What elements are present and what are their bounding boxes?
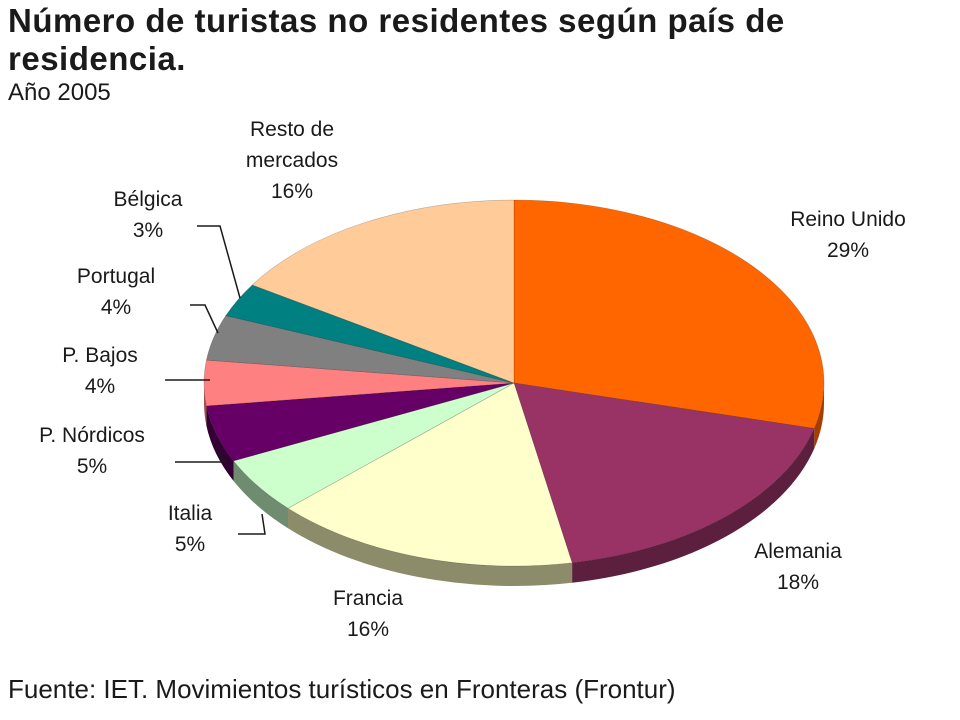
pie-slice-portugal [206, 315, 515, 384]
chart-subtitle: Año 2005 [8, 79, 111, 106]
pie-slice-reino-unido [513, 199, 825, 429]
pie-side-francia [288, 508, 573, 586]
pie-side-p-bajos [204, 383, 207, 426]
pie-side-p-n-rdicos [206, 405, 234, 481]
leader-line-portugal [190, 304, 219, 334]
pie-side-reino-unido [814, 383, 824, 449]
slice-label-alemania: Alemania 18% [754, 540, 842, 594]
pie-side-italia [233, 460, 289, 529]
leader-line-italia [238, 513, 266, 535]
pie-slice-b-lgica [225, 284, 515, 384]
slice-label-reino-unido: Reino Unido 29% [790, 208, 906, 262]
slice-label-b-lgica: Bélgica 3% [114, 188, 183, 242]
slice-label-p-n-rdicos: P. Nórdicos 5% [39, 424, 145, 478]
chart-title: Número de turistas no residentes según p… [8, 2, 785, 77]
pie-slice-p-n-rdicos [206, 382, 515, 462]
chart-source: Fuente: IET. Movimientos turísticos en F… [8, 674, 676, 704]
pie-slice-francia [287, 382, 573, 567]
slice-label-resto-de-mercados: Resto de mercados 16% [246, 118, 338, 203]
leader-line-p-n-rdicos [175, 451, 227, 463]
pie-slice-italia [232, 382, 515, 509]
pie-slice-resto-de-mercados [251, 199, 515, 384]
slice-label-portugal: Portugal 4% [77, 265, 155, 319]
pie-side-alemania [572, 428, 815, 583]
slice-label-francia: Francia 16% [333, 587, 403, 641]
pie-slice-p-bajos [203, 359, 515, 407]
slice-label-italia: Italia 5% [168, 502, 213, 556]
pie-slice-alemania [513, 382, 815, 564]
leader-line-b-lgica [197, 225, 241, 299]
slice-label-p-bajos: P. Bajos 4% [62, 344, 138, 398]
